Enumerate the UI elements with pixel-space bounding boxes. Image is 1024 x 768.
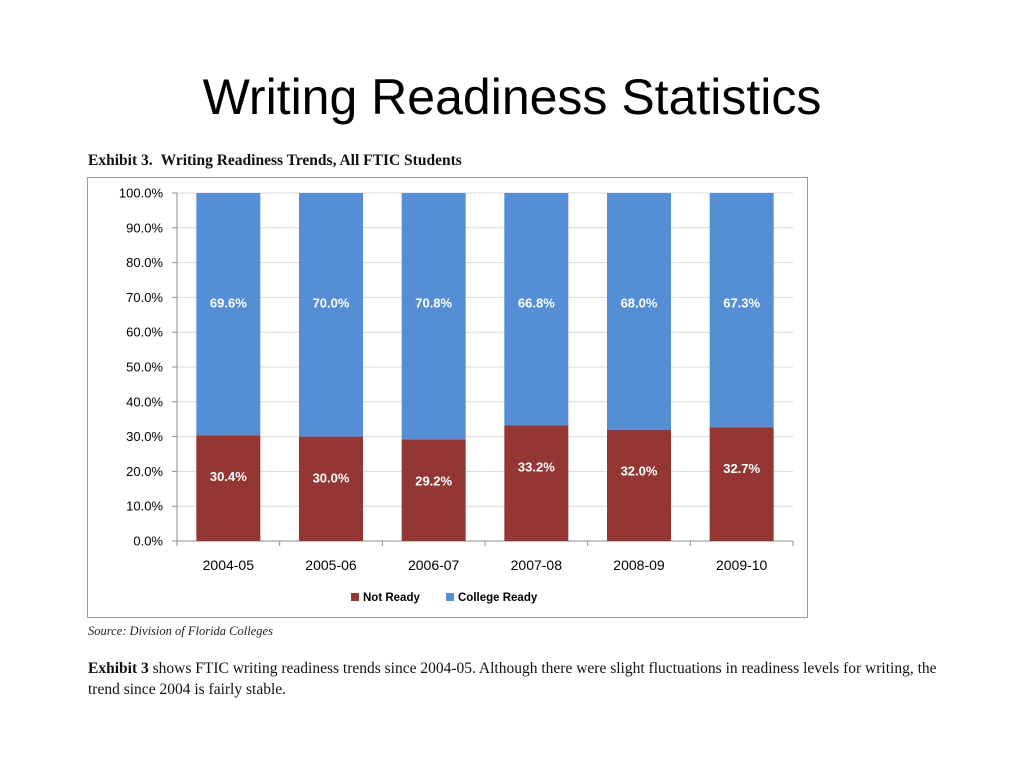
exhibit-title: Writing Readiness Trends, All FTIC Stude…	[160, 152, 462, 169]
bar-college-ready	[709, 193, 774, 428]
data-label-not-ready: 30.0%	[313, 471, 350, 486]
data-label-college-ready: 66.8%	[518, 295, 555, 310]
x-tick-label: 2005-06	[305, 557, 357, 573]
x-tick-label: 2008-09	[613, 557, 665, 573]
bar-not-ready	[709, 427, 774, 541]
data-label-not-ready: 30.4%	[210, 469, 247, 484]
bar-college-ready	[504, 193, 569, 426]
y-axis-ticks: 0.0% 10.0% 20.0% 30.0% 40.0% 50.0% 60.0% 70.0% 8…	[119, 186, 177, 549]
bar-not-ready	[607, 429, 671, 541]
exhibit-description: Exhibit 3 shows FTIC writing readiness t…	[88, 658, 938, 700]
x-axis-ticks: 2004-05 2005-06 2006-07 2007-08 2008-09 2009-…	[176, 541, 794, 573]
bar-not-ready	[299, 436, 363, 541]
bars	[196, 193, 774, 541]
bar-college-ready	[401, 193, 466, 440]
y-tick-label: 40.0%	[126, 394, 163, 409]
data-label-not-ready: 29.2%	[415, 473, 452, 488]
legend-label-college-ready: College Ready	[458, 592, 538, 604]
x-tick-label: 2006-07	[408, 557, 460, 573]
data-label-college-ready: 68.0%	[621, 295, 658, 310]
x-tick-label: 2009-10	[716, 557, 768, 573]
y-tick-label: 30.0%	[126, 429, 163, 444]
y-tick-label: 90.0%	[126, 220, 163, 235]
bar-college-ready	[607, 193, 671, 430]
x-tick-label: 2004-05	[203, 557, 255, 573]
bar-not-ready	[401, 439, 466, 541]
data-label-college-ready: 70.0%	[313, 295, 350, 310]
y-tick-label: 0.0%	[133, 534, 163, 549]
data-label-not-ready: 33.2%	[518, 459, 555, 474]
bar-college-ready	[299, 193, 363, 437]
data-label-not-ready: 32.0%	[621, 464, 658, 479]
data-labels: 30.4% 69.6% 30.0% 70.0% 29.2% 70.8% 33.2% 66.8%…	[210, 295, 761, 488]
data-label-college-ready: 67.3%	[723, 295, 760, 310]
y-tick-label: 80.0%	[126, 255, 163, 270]
y-tick-label: 70.0%	[126, 290, 163, 305]
legend: Not Ready College Ready	[351, 592, 538, 604]
source-note: Source: Division of Florida Colleges	[88, 624, 273, 638]
legend-label-not-ready: Not Ready	[363, 592, 420, 604]
y-tick-label: 10.0%	[126, 499, 163, 514]
bar-not-ready	[504, 425, 569, 541]
description-text: shows FTIC writing readiness trends sinc…	[88, 660, 937, 698]
description-lead: Exhibit 3	[88, 660, 149, 677]
y-tick-label: 50.0%	[126, 360, 163, 375]
y-tick-label: 60.0%	[126, 325, 163, 340]
exhibit-label: Exhibit 3.	[88, 152, 153, 169]
y-tick-label: 20.0%	[126, 464, 163, 479]
data-label-college-ready: 70.8%	[415, 295, 452, 310]
legend-swatch-college-ready	[446, 593, 454, 601]
data-label-not-ready: 32.7%	[723, 461, 760, 476]
slide-title: Writing Readiness Statistics	[202, 69, 822, 125]
gridlines	[177, 192, 793, 507]
bar-college-ready	[196, 193, 261, 436]
legend-swatch-not-ready	[351, 593, 359, 601]
x-tick-label: 2007-08	[511, 557, 563, 573]
exhibit-caption: Exhibit 3. Writing Readiness Trends, All …	[88, 152, 462, 170]
data-label-college-ready: 69.6%	[210, 295, 247, 310]
bar-not-ready	[196, 435, 261, 541]
y-tick-label: 100.0%	[119, 186, 164, 201]
stacked-bar-chart: 0.0% 10.0% 20.0% 30.0% 40.0% 50.0% 60.0% 70.0% 8…	[119, 186, 794, 604]
